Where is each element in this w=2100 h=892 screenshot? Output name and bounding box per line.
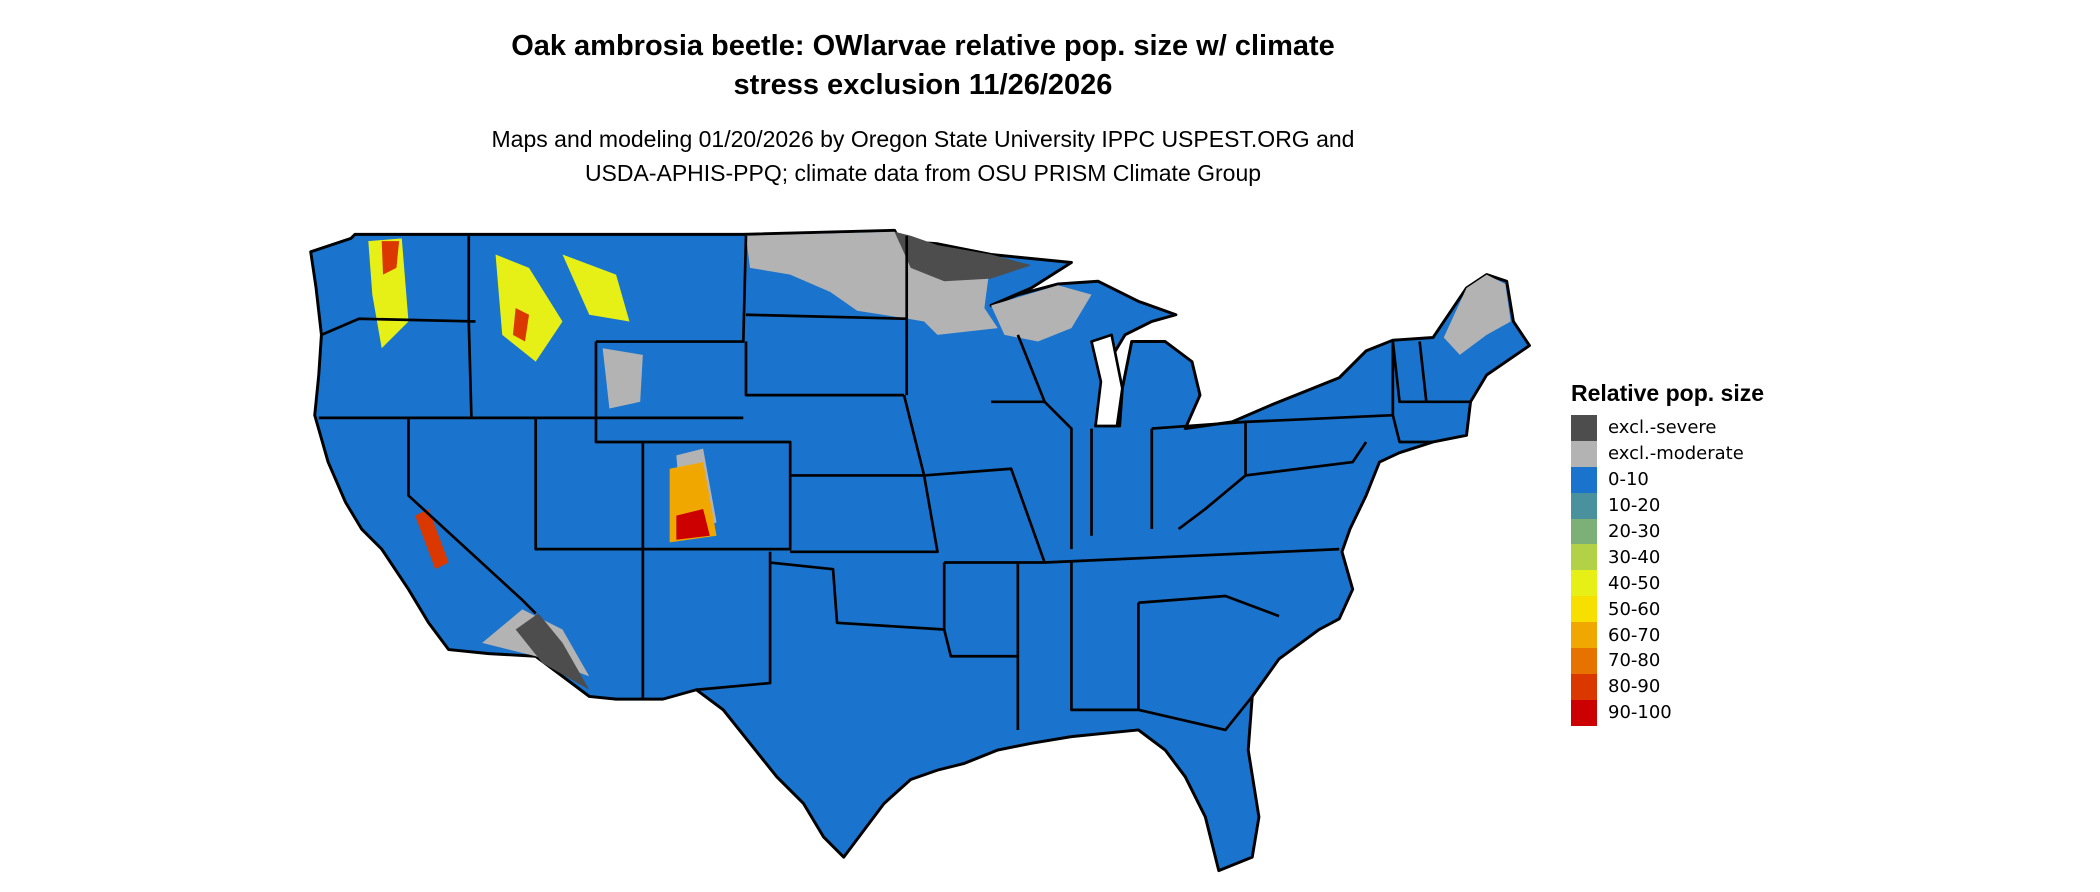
legend-label: 0-10 <box>1608 469 1649 491</box>
title-line-2: stress exclusion 11/26/2026 <box>733 69 1113 101</box>
legend-swatch <box>1571 440 1597 467</box>
exclusion-moderate-wisconsin-upper-michigan <box>991 285 1092 342</box>
legend-label: excl.-severe <box>1608 417 1717 439</box>
legend-swatch <box>1571 673 1597 700</box>
legend-label: excl.-moderate <box>1608 443 1744 465</box>
legend-item: 50-60 <box>1571 596 1764 623</box>
legend-swatch <box>1571 622 1597 649</box>
legend-item: 10-20 <box>1571 492 1764 519</box>
legend-item: excl.-severe <box>1571 415 1764 441</box>
legend-items: excl.-severe excl.-moderate 0-10 10-20 20-30… <box>1571 415 1764 726</box>
legend-item: 20-30 <box>1571 518 1764 545</box>
state-border-lines <box>318 235 1471 732</box>
exclusion-moderate-wyoming <box>602 348 643 409</box>
legend-swatch <box>1571 699 1597 726</box>
legend-swatch <box>1571 544 1597 571</box>
hotspot-colorado-red <box>676 508 710 540</box>
legend-label: 70-80 <box>1608 650 1661 672</box>
subtitle-line-1: Maps and modeling 01/20/2026 by Oregon S… <box>491 126 1355 152</box>
legend-label: 20-30 <box>1608 521 1661 542</box>
legend-item: excl.-moderate <box>1571 440 1764 467</box>
legend-swatch <box>1571 492 1597 519</box>
exclusion-moderate-maine <box>1443 274 1511 355</box>
great-lakes-outline <box>1090 333 1124 428</box>
subtitle-line-2: USDA-APHIS-PPQ; climate data from OSU PR… <box>584 160 1262 186</box>
legend: Relative pop. size excl.-severe excl.-mod… <box>1571 380 1764 726</box>
map-subtitle: Maps and modeling 01/20/2026 by Oregon S… <box>0 122 1846 190</box>
exclusion-severe-areas <box>515 231 1032 690</box>
legend-title: Relative pop. size <box>1571 380 1765 406</box>
legend-item: 60-70 <box>1571 622 1764 649</box>
exclusion-severe-arizona <box>515 613 590 690</box>
legend-label: 30-40 <box>1608 546 1661 568</box>
legend-item: 0-10 <box>1571 466 1764 493</box>
legend-swatch <box>1571 518 1597 545</box>
legend-label: 50-60 <box>1608 598 1661 620</box>
state-borders <box>318 235 1471 732</box>
exclusion-severe-minnesota <box>894 231 1032 282</box>
legend-swatch <box>1571 596 1597 623</box>
legend-item: 80-90 <box>1571 673 1764 700</box>
hotspot-sierra-nevada <box>415 508 449 570</box>
title-line-1: Oak ambrosia beetle: OWlarvae relative p… <box>511 30 1335 62</box>
legend-item: 40-50 <box>1571 570 1764 597</box>
legend-label: 90-100 <box>1608 702 1672 724</box>
legend-item: 70-80 <box>1571 648 1764 674</box>
legend-label: 10-20 <box>1608 495 1661 517</box>
map-title: Oak ambrosia beetle: OWlarvae relative p… <box>0 27 1846 105</box>
legend-swatch <box>1571 648 1597 674</box>
legend-item: 90-100 <box>1571 699 1764 726</box>
legend-swatch <box>1571 570 1597 597</box>
legend-label: 80-90 <box>1608 676 1661 698</box>
legend-label: 40-50 <box>1608 572 1661 594</box>
legend-swatch <box>1571 466 1597 493</box>
legend-swatch <box>1571 415 1597 441</box>
legend-label: 60-70 <box>1608 624 1661 646</box>
hotspot-northern-rockies-red <box>381 241 530 342</box>
high-value-areas <box>368 238 717 570</box>
legend-item: 30-40 <box>1571 544 1764 571</box>
